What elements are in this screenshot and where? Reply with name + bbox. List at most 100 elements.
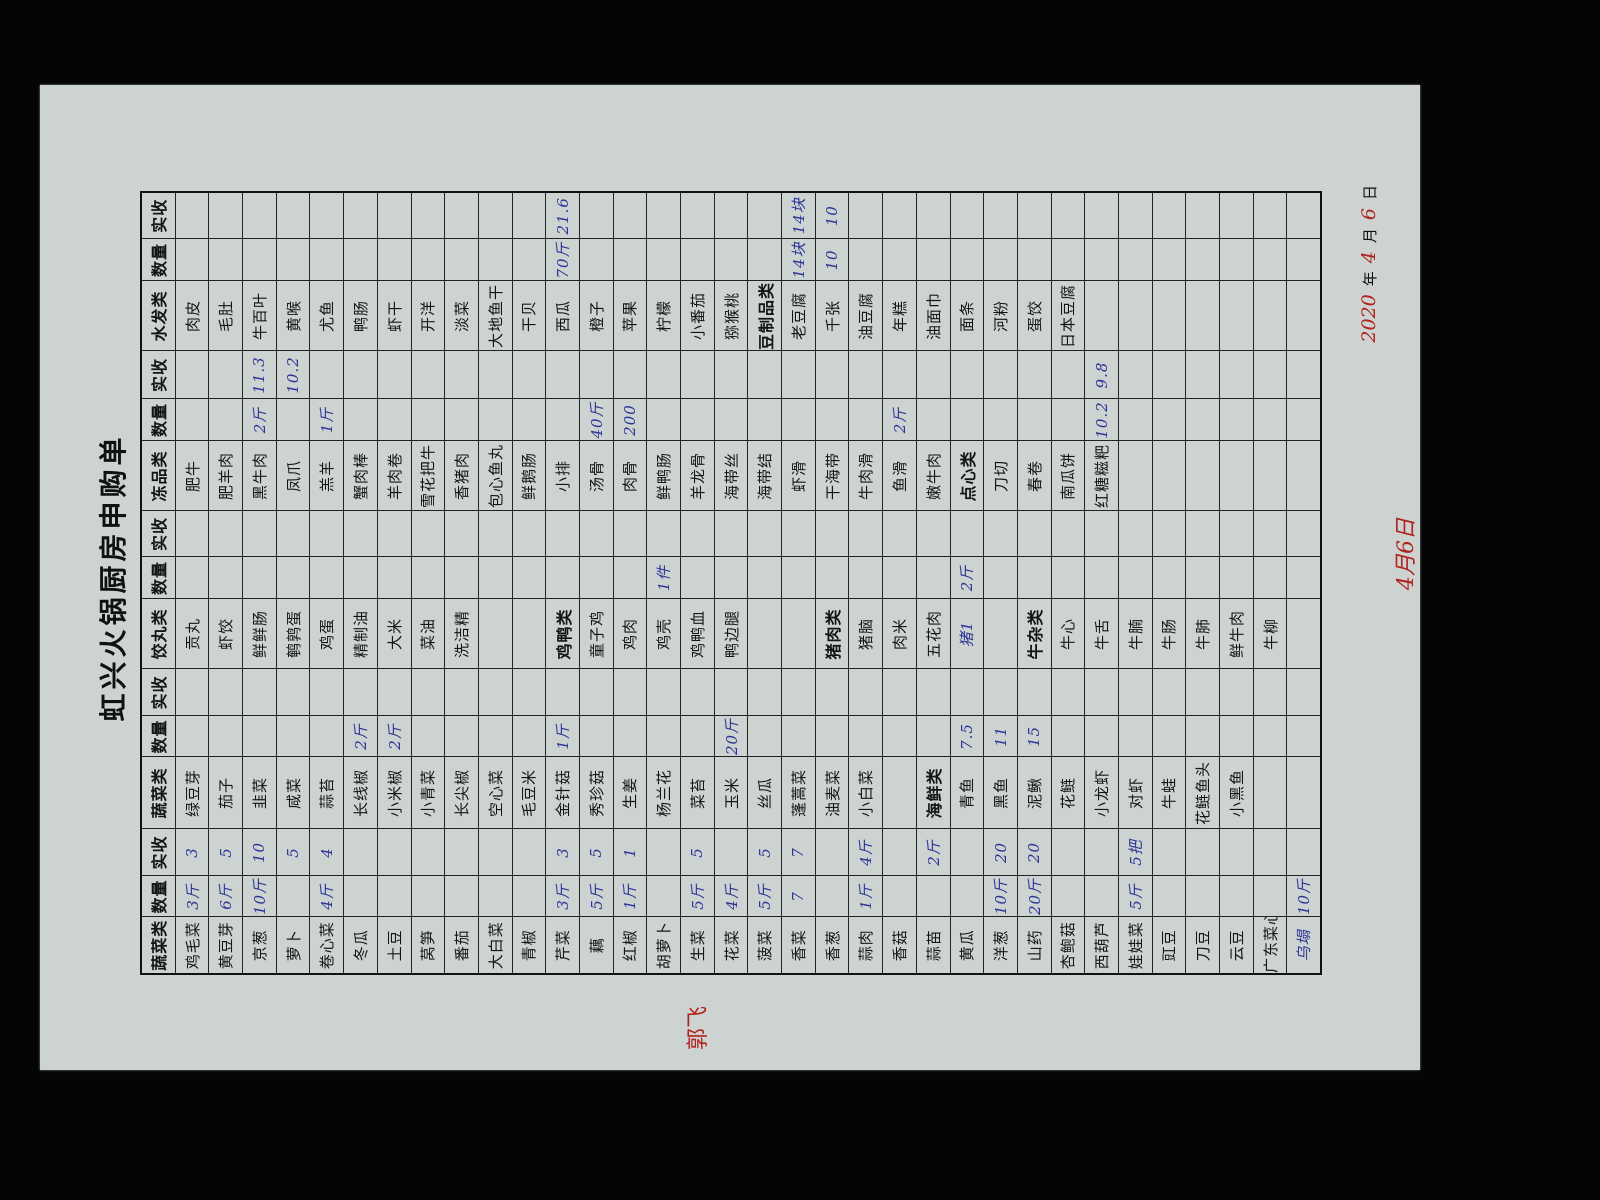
quantity-cell: 20斤 — [714, 716, 748, 757]
item-name: 黄豆芽 — [208, 917, 243, 974]
item-name: 肉骨 — [613, 441, 647, 511]
item-name: 蟹肉棒 — [343, 441, 378, 511]
item-name: 咸菜 — [276, 757, 310, 829]
item-name: 金针菇 — [545, 757, 580, 829]
quantity-cell — [1017, 239, 1052, 281]
quantity-cell — [1017, 557, 1052, 599]
item-name: 莴笋 — [411, 917, 445, 974]
quantity-cell: 2斤 — [950, 557, 984, 599]
received-cell — [1253, 829, 1287, 876]
received-cell — [950, 669, 984, 716]
item-name: 山药 — [1017, 917, 1052, 974]
item-name: 香猪肉 — [444, 441, 479, 511]
item-name: 牛肉滑 — [848, 441, 883, 511]
table-row: 青椒 毛豆米 鲜鹅肠 干贝 — [512, 192, 546, 974]
received-cell — [1051, 351, 1085, 399]
received-cell — [916, 192, 950, 239]
received-cell — [882, 351, 917, 399]
received-cell — [747, 351, 782, 399]
quantity-cell: 5斤 — [747, 876, 782, 917]
received-cell — [950, 511, 984, 557]
item-name: 精制油 — [343, 599, 378, 669]
item-name: 鲜鹅肠 — [512, 441, 546, 511]
table-row: 黄豆芽 6斤 5 茄子 虾饺 肥羊肉 毛肚 — [208, 192, 243, 974]
quantity-cell — [1185, 557, 1220, 599]
item-name — [1185, 281, 1220, 351]
quantity-cell — [1219, 716, 1254, 757]
quantity-cell — [377, 876, 411, 917]
quantity-cell: 20斤 — [1017, 876, 1052, 917]
quantity-cell: 40斤 — [579, 399, 614, 441]
received-cell — [646, 511, 681, 557]
item-name: 汤骨 — [579, 441, 614, 511]
item-name: 卷心菜 — [309, 917, 344, 974]
quantity-cell — [343, 239, 378, 281]
table-row: 藕 5斤 5 秀珍菇 童子鸡 汤骨 40斤 橙子 — [579, 192, 614, 974]
item-name: 油豆腐 — [848, 281, 883, 351]
received-cell: 7 — [781, 829, 816, 876]
item-name: 红椒 — [613, 917, 647, 974]
quantity-cell — [747, 239, 782, 281]
item-name: 土豆 — [377, 917, 411, 974]
item-name — [1152, 441, 1186, 511]
received-cell — [309, 351, 344, 399]
received-cell — [1185, 829, 1220, 876]
received-cell — [512, 351, 546, 399]
received-cell — [747, 511, 782, 557]
quantity-cell — [646, 239, 681, 281]
table-row: 番茄 长尖椒 洗洁精 香猪肉 淡菜 — [444, 192, 479, 974]
item-name: 小白菜 — [848, 757, 883, 829]
item-name — [1253, 441, 1287, 511]
received-cell — [545, 511, 580, 557]
quantity-cell — [411, 716, 445, 757]
quantity-cell: 2斤 — [882, 399, 917, 441]
received-cell — [242, 669, 277, 716]
received-cell — [848, 511, 883, 557]
quantity-cell: 2斤 — [377, 716, 411, 757]
item-name — [781, 599, 816, 669]
item-name: 菜油 — [411, 599, 445, 669]
quantity-cell — [411, 399, 445, 441]
item-name: 萝卜 — [276, 917, 310, 974]
quantity-cell — [1051, 399, 1085, 441]
item-name: 猕猴桃 — [714, 281, 748, 351]
item-name: 小排 — [545, 441, 580, 511]
table-row: 洋葱 10斤 20 黑鱼 11 刀切 河粉 — [983, 192, 1018, 974]
quantity-cell — [276, 876, 310, 917]
quantity-cell — [1152, 557, 1186, 599]
item-name — [1286, 441, 1322, 511]
item-name — [1286, 757, 1322, 829]
item-name: 鸡鸭血 — [680, 599, 715, 669]
item-name — [1152, 281, 1186, 351]
item-name — [1118, 281, 1153, 351]
item-name: 大地鱼干 — [478, 281, 513, 351]
received-cell — [882, 669, 917, 716]
received-cell — [1253, 351, 1287, 399]
column-header-item: 水发类 — [141, 281, 176, 351]
item-name: 长线椒 — [343, 757, 378, 829]
received-cell: 2斤 — [916, 829, 950, 876]
quantity-cell — [916, 716, 950, 757]
quantity-cell — [1084, 239, 1119, 281]
column-header-item: 饺丸类 — [141, 599, 176, 669]
received-cell — [747, 669, 782, 716]
date-day-label: 日 — [1361, 185, 1379, 201]
item-name — [1286, 599, 1322, 669]
quantity-cell — [1017, 399, 1052, 441]
item-name — [1118, 441, 1153, 511]
item-name: 干贝 — [512, 281, 546, 351]
purchase-form-paper: 虹兴火锅厨房申购单 蔬菜类 数量 实收 蔬菜类 数量 实收 饺丸类 数量 实收 冻品类 数量 实收 水发… — [40, 85, 1420, 1070]
item-name — [983, 599, 1018, 669]
item-name: 花鲢 — [1051, 757, 1085, 829]
quantity-cell — [1253, 876, 1287, 917]
column-header-received: 实收 — [141, 192, 176, 239]
quantity-cell — [646, 399, 681, 441]
received-cell: 5 — [680, 829, 715, 876]
date-day: 6 — [1358, 208, 1380, 221]
quantity-cell — [478, 557, 513, 599]
item-name: 蛋饺 — [1017, 281, 1052, 351]
received-cell — [411, 192, 445, 239]
quantity-cell — [579, 239, 614, 281]
quantity-cell — [444, 399, 479, 441]
received-cell — [309, 511, 344, 557]
